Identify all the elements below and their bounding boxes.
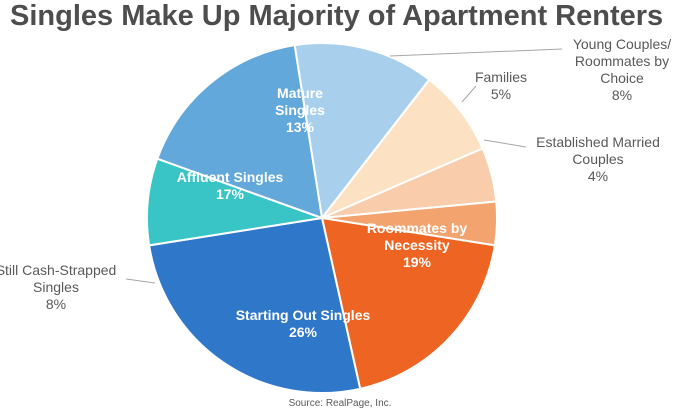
slice-name-line: Necessity	[384, 237, 450, 253]
leader-lines	[125, 48, 563, 284]
slice-value-label: 26%	[289, 324, 318, 340]
slice-name-line: Young Couples/	[573, 36, 671, 52]
slice-name-line: Roommates by	[575, 53, 669, 69]
slice-label-young-couples-roommates-by-choice: Young Couples/Roommates by Choice 8%	[573, 36, 671, 103]
slice-value-label: 8%	[612, 87, 632, 103]
leader-line-young-couples-roommates-by-choice	[389, 48, 563, 57]
slice-value-label: 5%	[491, 86, 511, 102]
slice-label-affluent-singles: Affluent Singles 17%	[177, 169, 284, 202]
slice-label-still-cash-strapped-singles: Still Cash-Strapped Singles 8%	[0, 262, 116, 312]
slice-name-line: Starting Out Singles	[236, 307, 371, 323]
leader-line-families	[461, 85, 477, 103]
slice-labels: Mature Singles 13%Young Couples/Roommates …	[0, 36, 671, 340]
slice-label-established-married-couples: Established Married Couples 4%	[536, 134, 660, 184]
chart-title: Singles Make Up Majority of Apartment Re…	[10, 0, 664, 32]
slice-value-label: 8%	[46, 296, 66, 312]
pie-slice-mature-singles	[293, 42, 431, 219]
slice-name-line: Singles	[33, 279, 79, 295]
slice-name-line: Still Cash-Strapped	[0, 262, 116, 278]
slice-name-line: Mature	[277, 85, 323, 101]
slice-label-starting-out-singles: Starting Out Singles 26%	[236, 307, 371, 340]
slice-name-line: Roommates by	[367, 220, 468, 236]
pie-slices	[146, 42, 498, 394]
slice-value-label: 19%	[403, 254, 432, 270]
leader-line-still-cash-strapped-singles	[125, 278, 156, 284]
slice-value-label: 17%	[216, 186, 245, 202]
slice-label-mature-singles: Mature Singles 13%	[275, 85, 325, 135]
slice-label-roommates-by-necessity: Roommates by Necessity 19%	[367, 220, 468, 270]
slice-value-label: 13%	[286, 119, 315, 135]
pie-slice-roommates-by-necessity	[321, 217, 496, 390]
pie-slice-starting-out-singles	[148, 217, 362, 394]
slice-name-line: Singles	[275, 102, 325, 118]
leader-line-established-married-couples	[483, 139, 527, 148]
slice-name-line: Affluent Singles	[177, 169, 284, 185]
source-note: Source: RealPage, Inc.	[288, 398, 392, 409]
slice-name-line: Established Married	[536, 134, 660, 150]
slice-label-families: Families 5%	[475, 69, 527, 102]
slice-name-line: Couples	[572, 151, 623, 167]
slice-value-label: 4%	[588, 168, 608, 184]
slice-name-line: Families	[475, 69, 527, 85]
pie-slice-affluent-singles	[156, 44, 323, 219]
slice-name-line: Choice	[600, 70, 644, 86]
